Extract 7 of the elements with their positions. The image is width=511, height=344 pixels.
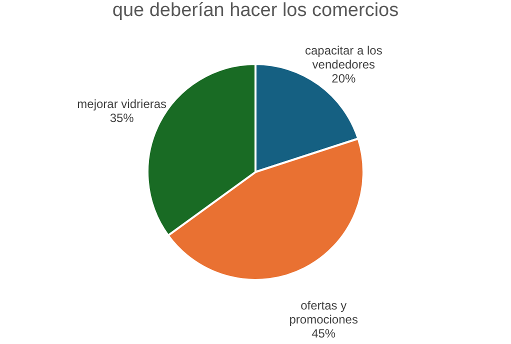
data-label: 45% (312, 326, 336, 341)
slice-label: capacitar a los vendedores (304, 44, 382, 72)
chart-title: que deberían hacer los comercios (112, 0, 399, 21)
data-label: 20% (332, 72, 356, 86)
data-label: 35% (110, 110, 134, 125)
slice-label: ofertas y promociones (289, 298, 358, 327)
slice-label: mejorar vidrieras (77, 96, 167, 111)
